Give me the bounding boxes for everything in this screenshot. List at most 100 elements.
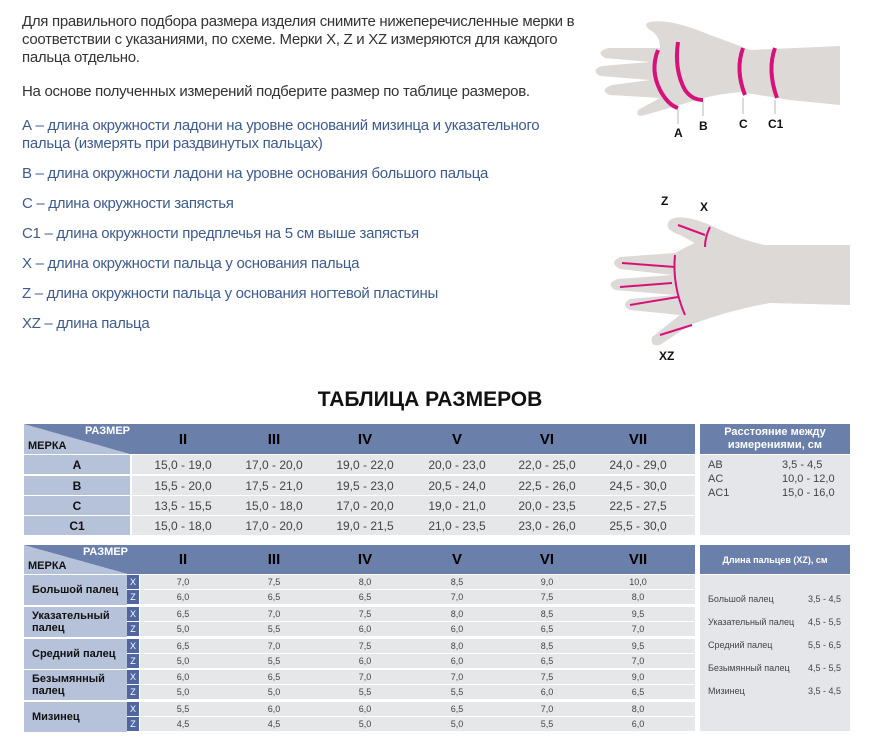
table-cell: 6,0	[176, 672, 190, 682]
table-cell: 6,5	[631, 687, 645, 697]
table-cell: 7,5	[540, 672, 554, 682]
side-header: Расстояние между измерениями, см	[700, 424, 850, 454]
table-cell: 6,5	[267, 592, 281, 602]
table-cell: 24,0 - 29,0	[609, 457, 667, 472]
row-bg	[140, 607, 695, 621]
header-bar	[24, 424, 695, 454]
table-cell: 7,0	[450, 592, 464, 602]
corner-size-label: РАЗМЕР	[84, 425, 130, 437]
size-header-VI: VI	[539, 430, 555, 448]
corner-measure-label: МЕРКА	[28, 440, 67, 452]
measure-z-tag: Z	[127, 654, 139, 668]
table-cell: 22,5 - 26,0	[518, 478, 576, 493]
corner-cell	[24, 424, 130, 454]
table-cell: 5,5	[267, 656, 281, 666]
side-header: Длина пальцев (XZ), см	[700, 545, 850, 574]
table-cell: 6,0	[358, 624, 372, 634]
table-cell: 6,5	[176, 609, 190, 619]
label-c: C	[739, 117, 748, 131]
label-a: A	[674, 126, 683, 140]
table-cell: 23,0 - 26,0	[518, 518, 576, 533]
table-cell: 7,5	[358, 641, 372, 651]
side-item-name: AC	[708, 473, 724, 485]
table-cell: 7,0	[267, 609, 281, 619]
table-cell: 13,5 - 15,5	[154, 498, 212, 513]
row-bg	[140, 654, 695, 668]
side-item-name: AC1	[708, 487, 730, 499]
table-cell: 5,0	[176, 656, 190, 666]
table-cell: 6,0	[540, 687, 554, 697]
table-cell: 7,5	[358, 609, 372, 619]
table-cell: 5,0	[358, 719, 372, 729]
table-cell: 19,0 - 21,5	[336, 518, 394, 533]
table-cell: 9,5	[631, 609, 645, 619]
table-cell: 9,0	[631, 672, 645, 682]
header-bar	[24, 545, 695, 574]
side-item-value: 3,5 - 4,5	[808, 594, 842, 604]
size-header-VII: VII	[628, 430, 648, 448]
side-item-name: Указательный палец	[708, 617, 795, 627]
hand-circumference-diagram: A B C C1	[595, 21, 840, 140]
definition-z: Z – длина окружности пальца у основания …	[22, 285, 438, 302]
table-cell: 7,5	[267, 577, 281, 587]
definition-a: А – длина окружности ладони на уровне ос…	[22, 117, 540, 152]
measure-x-tag: X	[127, 639, 139, 653]
definition-b: В – длина окружности ладони на уровне ос…	[22, 165, 489, 182]
intro-text: Для правильного подбора размера изделия …	[22, 13, 588, 101]
page-title: ТАБЛИЦА РАЗМЕРОВ	[317, 388, 543, 411]
table-cell: 15,0 - 18,0	[245, 498, 303, 513]
table-cell: 8,0	[631, 704, 645, 714]
side-item-value: 3,5 - 4,5	[782, 459, 823, 471]
size-header-III: III	[267, 551, 281, 568]
row-bg	[140, 670, 695, 684]
table-cell: 20,0 - 23,5	[518, 498, 576, 513]
row-bg	[132, 496, 695, 515]
size-header-V: V	[451, 551, 462, 568]
table-cell: 6,0	[631, 719, 645, 729]
side-item-name: Большой палец	[708, 594, 774, 604]
intro-paragraph-1: Для правильного подбора размера изделия …	[22, 13, 575, 66]
table-cell: 22,5 - 27,5	[609, 498, 667, 513]
table-cell: 7,0	[631, 656, 645, 666]
corner-cell	[24, 545, 128, 574]
measure-z-tag: Z	[127, 685, 139, 699]
table-cell: 20,5 - 24,0	[428, 478, 486, 493]
finger-label: Указательный палец	[24, 607, 127, 637]
table-cell: 6,0	[450, 656, 464, 666]
table-cell: 4,5	[176, 719, 190, 729]
table-cell: 15,5 - 20,0	[154, 478, 212, 493]
table-cell: 17,0 - 20,0	[336, 498, 394, 513]
side-body	[700, 575, 850, 731]
table-cell: 19,0 - 22,0	[336, 457, 394, 472]
label-b: B	[699, 119, 708, 133]
row-bg	[140, 639, 695, 653]
measure-rings	[652, 41, 779, 110]
table-cell: 5,5	[450, 687, 464, 697]
table-cell: 5,5	[358, 687, 372, 697]
side-item-value: 4,5 - 5,5	[808, 617, 842, 627]
table-cell: 17,0 - 20,0	[245, 518, 303, 533]
table-cell: 6,5	[176, 641, 190, 651]
row-bg	[132, 455, 695, 474]
table-cell: 6,0	[358, 656, 372, 666]
row-bg	[140, 575, 695, 589]
table-cell: 9,0	[540, 577, 554, 587]
label-c1: C1	[768, 117, 784, 131]
size-header-IV: IV	[357, 551, 373, 568]
measure-x-tag: X	[127, 670, 139, 684]
finger-label: Мизинец	[24, 702, 127, 732]
table-cell: 8,5	[450, 577, 464, 587]
measure-z-tag: Z	[127, 717, 139, 731]
table-cell: 6,5	[450, 704, 464, 714]
table-cell: 8,5	[540, 609, 554, 619]
side-item-value: 5,5 - 6,5	[808, 640, 842, 650]
table-cell: 8,5	[540, 641, 554, 651]
table-cell: 6,0	[176, 592, 190, 602]
table-cell: 22,0 - 25,0	[518, 457, 576, 472]
row-bg	[140, 717, 695, 731]
measure-x-tag: X	[127, 607, 139, 621]
table-cell: 8,0	[450, 641, 464, 651]
side-item-value: 15,0 - 16,0	[782, 487, 835, 499]
side-item-name: Мизинец	[708, 686, 745, 696]
table-cell: 8,0	[358, 577, 372, 587]
